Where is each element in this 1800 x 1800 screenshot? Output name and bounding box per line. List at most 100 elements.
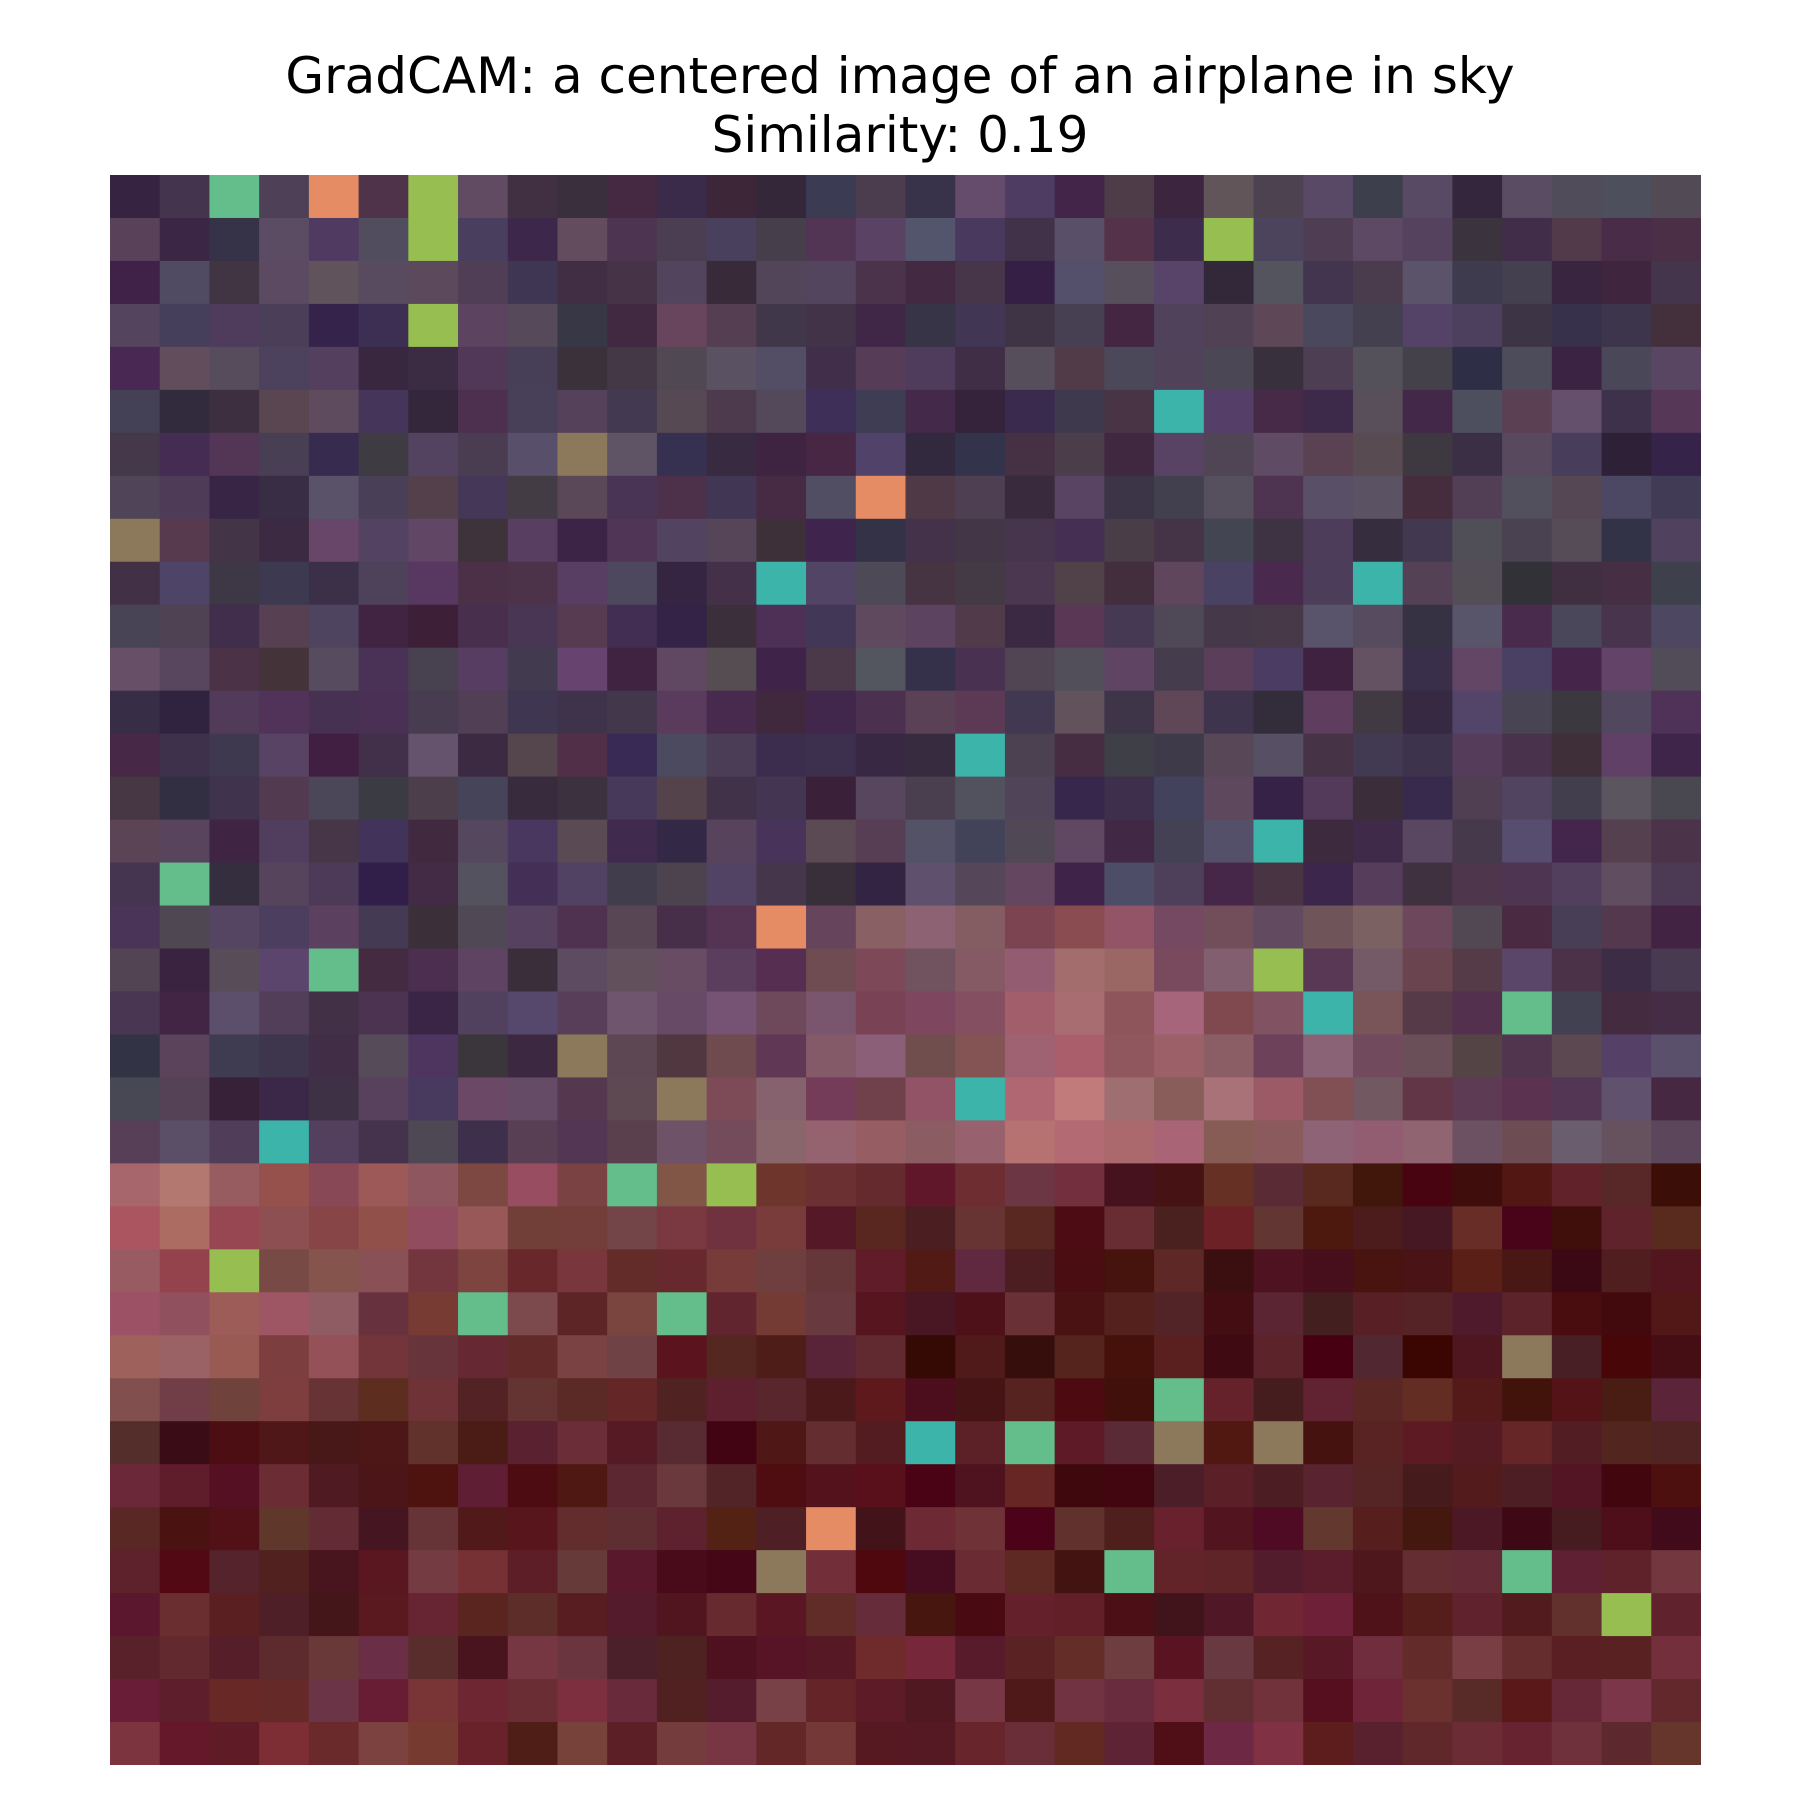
heatmap-cell [507,1421,559,1466]
heatmap-cell [458,1335,509,1380]
heatmap-cell [656,1421,708,1466]
heatmap-cell [308,776,360,821]
heatmap-cell [1601,260,1653,305]
heatmap-cell [1352,1206,1404,1251]
heatmap-cell [507,260,559,305]
heatmap-cell [656,1249,708,1294]
heatmap-cell [308,260,360,305]
heatmap-cell [955,1636,1006,1680]
heatmap-cell [1402,862,1454,907]
heatmap-cell [607,561,658,606]
heatmap-cell [1054,1550,1106,1594]
heatmap-cell [507,647,559,692]
heatmap-cell [706,604,758,649]
heatmap-cell [110,1077,161,1122]
heatmap-cell [955,432,1006,477]
heatmap-cell [1054,1249,1106,1294]
heatmap-cell [507,1679,559,1723]
heatmap-cell [209,733,261,778]
heatmap-cell [1104,690,1156,735]
heatmap-cell [1352,389,1404,434]
heatmap-cell [1352,991,1404,1036]
heatmap-cell [507,346,559,391]
heatmap-cell [458,690,509,735]
heatmap-cell [905,260,957,305]
heatmap-cell [209,1163,261,1208]
heatmap-cell [1601,1077,1653,1122]
heatmap-cell [955,905,1006,950]
heatmap-cell [507,561,559,606]
heatmap-cell [1601,217,1653,262]
heatmap-cell [905,346,957,391]
heatmap-cell [1452,303,1504,348]
heatmap-cell [308,475,360,520]
heatmap-cell [507,175,559,219]
heatmap-cell [259,217,310,262]
heatmap-cell [855,1206,907,1251]
heatmap-cell [408,1378,460,1423]
heatmap-cell [1004,862,1056,907]
heatmap-cell [1551,1593,1603,1637]
heatmap-cell [1551,905,1603,950]
heatmap-cell [1651,1679,1701,1723]
heatmap-cell [806,862,857,907]
heatmap-cell [706,1679,758,1723]
heatmap-cell [1352,647,1404,692]
heatmap-cell [458,389,509,434]
heatmap-cell [1054,1206,1106,1251]
heatmap-cell [308,1335,360,1380]
heatmap-cell [706,303,758,348]
heatmap-cell [756,1077,808,1122]
heatmap-cell [358,1421,410,1466]
heatmap-cell [1601,1163,1653,1208]
heatmap-cell [110,1421,161,1466]
heatmap-cell [905,1507,957,1551]
heatmap-cell [1651,647,1701,692]
heatmap-cell [855,389,907,434]
heatmap-cell [408,1335,460,1380]
heatmap-cell [1253,1421,1305,1466]
heatmap-cell [756,1163,808,1208]
heatmap-cell [1452,1163,1504,1208]
heatmap-cell [656,1292,708,1337]
heatmap-cell [159,260,211,305]
heatmap-cell [806,346,857,391]
heatmap-cell [1303,432,1354,477]
heatmap-cell [706,561,758,606]
heatmap-cell [209,260,261,305]
heatmap-cell [1253,1249,1305,1294]
heatmap-cell [706,1120,758,1165]
heatmap-cell [1651,260,1701,305]
heatmap-cell [209,1593,261,1637]
heatmap-cell [1253,991,1305,1036]
heatmap-cell [110,389,161,434]
heatmap-cell [1154,948,1205,993]
heatmap-cell [1402,1206,1454,1251]
heatmap-cell [905,1636,957,1680]
heatmap-cell [806,1249,857,1294]
heatmap-cell [1402,1507,1454,1551]
heatmap-cell [1601,604,1653,649]
heatmap-cell [1502,905,1553,950]
heatmap-cell [855,1163,907,1208]
heatmap-cell [1154,1163,1205,1208]
heatmap-cell [656,604,708,649]
heatmap-cell [607,1378,658,1423]
heatmap-cell [756,1550,808,1594]
heatmap-cell [358,346,410,391]
heatmap-cell [1402,175,1454,219]
heatmap-cell [110,862,161,907]
heatmap-cell [1253,1679,1305,1723]
heatmap-cell [1402,776,1454,821]
heatmap-cell [1402,389,1454,434]
heatmap-cell [308,346,360,391]
heatmap-cell [905,1034,957,1079]
heatmap-cell [1104,432,1156,477]
heatmap-cell [110,1679,161,1723]
heatmap-cell [1154,1593,1205,1637]
heatmap-cell [159,604,211,649]
heatmap-cell [1154,561,1205,606]
heatmap-cell [1104,991,1156,1036]
heatmap-cell [358,604,410,649]
heatmap-cell [656,1034,708,1079]
